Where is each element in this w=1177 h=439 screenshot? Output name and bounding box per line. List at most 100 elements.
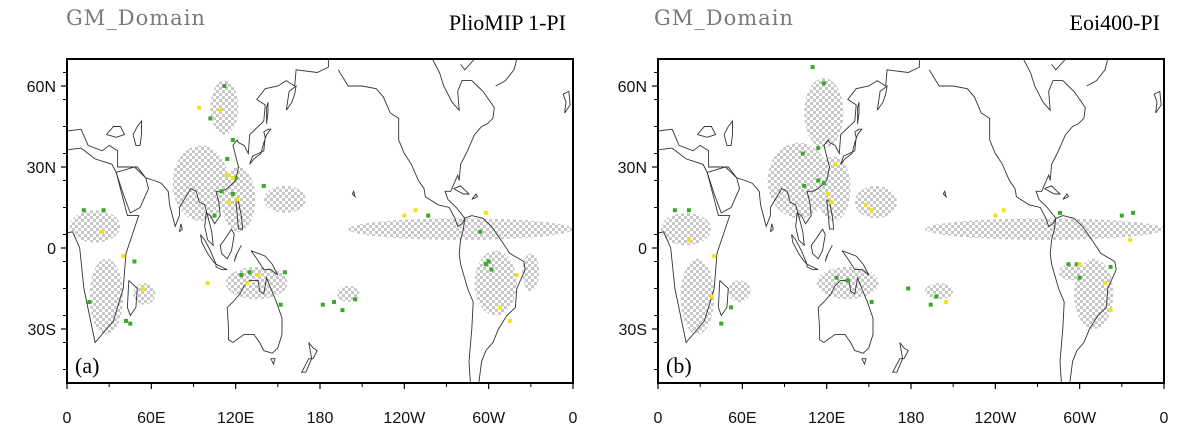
coastline [840,128,863,165]
map-a: 0 60E 120E 180 120W 60W 0 60N 30N 0 30S (a) [27,58,578,427]
yellow-cell [507,318,512,323]
coastline [233,245,242,262]
coastline [658,147,731,344]
panel-b: GM_Domain Eoi400-PI 0 60E 120E 180 120W 60W 0 6… [588,0,1176,439]
coastline [769,223,774,233]
monsoon-domain-area [488,221,545,238]
green-cell [239,273,244,277]
green-cell [81,208,86,213]
coastline [300,342,318,373]
y-tick-label: 30N [27,160,56,177]
y-tick-label: 60N [618,79,647,96]
x-tick-label: 120E [808,410,845,427]
coastline [824,245,833,262]
coastline [717,280,729,317]
coastline [806,263,819,271]
coastline [810,228,826,260]
map-b: 0 60E 120E 180 120W 60W 0 60N 30N 0 30S (b) [618,58,1169,427]
coastline [200,234,217,265]
yellow-cell [944,300,949,304]
monsoon-domain-area [925,283,954,300]
coastline [1044,185,1062,195]
green-cell [219,189,224,194]
green-cell [261,183,266,188]
monsoon-domain-area [854,185,897,219]
green-cell [489,267,494,272]
coastline [891,342,909,373]
monsoon-domain-area [69,210,121,243]
green-cell [834,275,839,280]
yellow-cell [864,202,869,207]
green-cell [810,65,815,70]
coastline [453,185,471,195]
monsoon-domain-area [660,212,712,246]
green-cell [340,308,345,313]
monsoon-domain-area [1058,264,1087,281]
monsoon-domain-area [816,156,851,222]
coastline [861,358,867,366]
green-cell [282,270,287,275]
green-cell [821,81,826,86]
green-cell [1131,210,1136,215]
panel-a: GM_Domain PlioMIP 1-PI 0 60E 120E 180 120W 60… [0,0,588,439]
domain-title: GM_Domain [66,6,206,30]
coastline [1051,59,1066,71]
yellow-cell [833,162,838,167]
green-cell [230,192,235,196]
green-cell [225,156,230,161]
green-cell [87,300,92,304]
x-tick-label: 180 [307,410,334,427]
coastline [562,90,571,114]
green-cell [124,318,129,323]
coastline [67,147,140,344]
green-cell [320,302,325,307]
coastline [106,126,126,138]
y-tick-label: 60N [27,79,56,96]
monsoon-domain-area [728,280,751,303]
green-cell [816,146,821,151]
coastline [723,119,733,146]
monsoon-domain-area [767,142,830,219]
y-tick-label: 30S [619,322,647,339]
green-cell [672,208,677,213]
panel-letter: (a) [75,353,99,378]
x-tick-label: 0 [569,410,578,427]
experiment-title: PlioMIP 1-PI [448,10,566,35]
green-cell [1057,210,1062,215]
x-tick-label: 180 [898,410,925,427]
yellow-cell [483,210,488,215]
yellow-cell [514,273,519,277]
yellow-cell [140,286,145,291]
yellow-cell [197,105,202,110]
panel-letter: (b) [666,353,692,378]
monsoon-domain-area [133,283,156,305]
coastline [249,128,272,165]
coastline [132,119,142,146]
green-cell [353,297,358,302]
coastline [115,166,149,214]
coastline [658,59,920,247]
coastline [706,166,740,214]
green-cell [821,181,826,186]
yellow-cell [205,281,210,286]
green-cell [208,116,213,121]
green-cell [928,302,933,307]
y-tick-label: 0 [47,241,56,258]
x-tick-label: 0 [654,410,663,427]
green-cell [332,300,337,304]
map-content [67,59,573,383]
yellow-cell [100,229,105,234]
monsoon-domain-area [172,145,229,221]
x-tick-label: 0 [63,410,72,427]
green-cell [686,208,691,213]
monsoon-domain-area [816,266,879,300]
coastline [495,59,518,87]
coastline [841,250,870,276]
green-cell [1066,262,1071,267]
monsoon-domain-area [89,258,124,335]
yellow-cell [256,273,261,277]
monsoon-domain-area [225,266,288,300]
yellow-cell [413,208,418,213]
coastline [215,263,228,271]
domain-title: GM_Domain [654,6,794,30]
